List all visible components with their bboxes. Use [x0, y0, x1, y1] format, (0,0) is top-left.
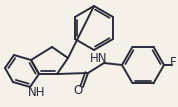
Text: HN: HN: [90, 51, 108, 65]
Text: O: O: [73, 83, 83, 97]
Text: F: F: [170, 56, 177, 70]
Text: NH: NH: [28, 86, 46, 100]
